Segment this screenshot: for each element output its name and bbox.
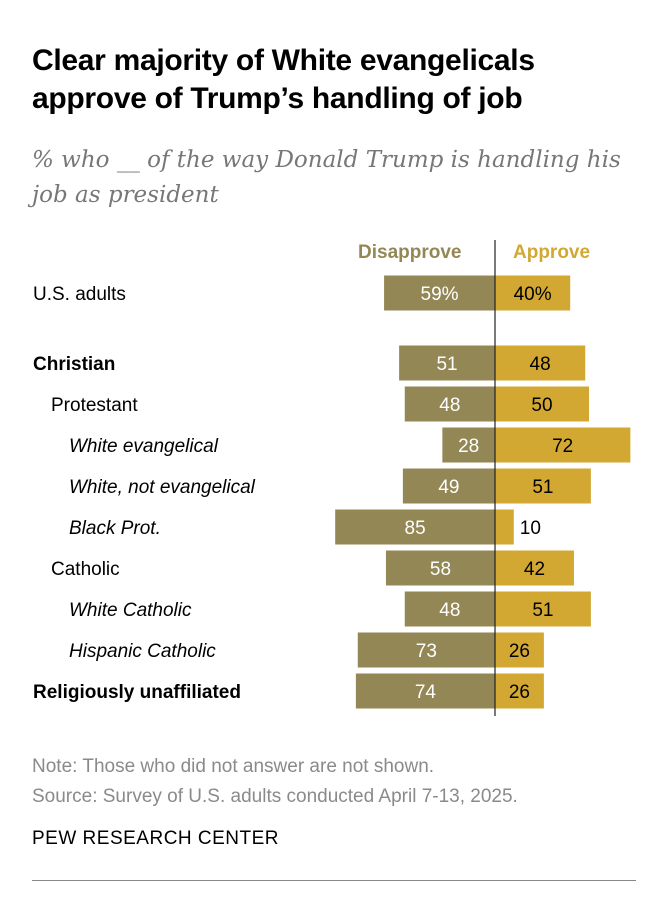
bar-approve — [495, 591, 591, 627]
data-label-disapprove: 49 — [438, 477, 459, 498]
pew-logo: PEW RESEARCH CENTER — [32, 828, 280, 849]
bar-approve — [495, 386, 589, 422]
category-label: U.S. adults — [33, 284, 126, 305]
chart-subtitle: % who __ of the way Donald Trump is hand… — [32, 147, 621, 208]
bar-disapprove — [385, 550, 495, 586]
bar-approve — [495, 673, 544, 709]
bar-disapprove — [357, 632, 495, 668]
data-label-approve: 40% — [514, 284, 552, 305]
category-label: Hispanic Catholic — [69, 641, 216, 662]
bar-disapprove — [404, 591, 495, 627]
data-label-disapprove: 85 — [405, 518, 426, 539]
data-label-approve: 26 — [509, 682, 530, 703]
source: Source: Survey of U.S. adults conducted … — [32, 786, 518, 807]
bar-disapprove — [399, 345, 495, 381]
bar-approve — [495, 427, 631, 463]
category-label: Religiously unaffiliated — [33, 682, 241, 703]
data-label-approve: 10 — [520, 518, 541, 539]
bar-approve — [495, 632, 544, 668]
data-label-disapprove: 74 — [415, 682, 437, 703]
data-label-disapprove: 59% — [421, 284, 459, 305]
bar-disapprove — [442, 427, 495, 463]
data-label-approve: 51 — [532, 600, 553, 621]
data-label-disapprove: 48 — [439, 395, 460, 416]
bar-approve — [495, 345, 586, 381]
bar-disapprove — [402, 468, 495, 504]
note: Note: Those who did not answer are not s… — [32, 756, 435, 777]
bar-disapprove — [404, 386, 495, 422]
legend-approve: Approve — [513, 242, 591, 263]
bar-approve — [495, 275, 571, 311]
data-label-disapprove: 58 — [430, 559, 451, 580]
bottom-rule — [32, 880, 636, 881]
category-label: Catholic — [51, 559, 120, 580]
data-label-approve: 26 — [509, 641, 530, 662]
bar-disapprove — [384, 275, 495, 311]
data-label-disapprove: 73 — [416, 641, 437, 662]
category-label: Black Prot. — [69, 518, 161, 539]
data-label-disapprove: 48 — [439, 600, 460, 621]
bar-approve — [495, 468, 591, 504]
data-label-approve: 51 — [532, 477, 553, 498]
category-label: Protestant — [51, 395, 138, 416]
category-label: White Catholic — [69, 600, 192, 621]
data-label-approve: 72 — [552, 436, 573, 457]
bar-approve — [495, 509, 514, 545]
data-label-approve: 48 — [530, 354, 551, 375]
legend-disapprove: Disapprove — [358, 242, 462, 263]
data-label-disapprove: 51 — [436, 354, 457, 375]
bar-disapprove — [355, 673, 495, 709]
bar-disapprove — [335, 509, 495, 545]
data-label-disapprove: 28 — [458, 436, 479, 457]
category-label: White, not evangelical — [69, 477, 256, 498]
data-label-approve: 42 — [524, 559, 545, 580]
category-label: Christian — [33, 354, 115, 375]
data-label-approve: 50 — [531, 395, 552, 416]
category-label: White evangelical — [69, 436, 219, 457]
chart-title: Clear majority of White evangelicals app… — [32, 44, 535, 115]
bar-approve — [495, 550, 574, 586]
